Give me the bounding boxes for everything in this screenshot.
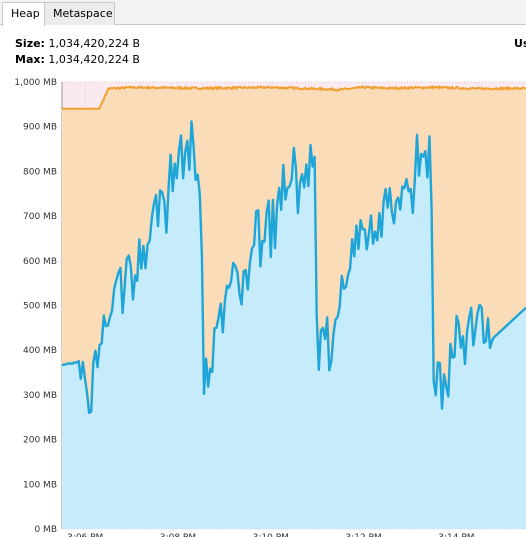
x-tick-label: 3:08 PM xyxy=(160,533,196,537)
y-tick-label: 700 MB xyxy=(23,212,57,222)
y-tick-label: 800 MB xyxy=(23,167,57,177)
tab-heap[interactable]: Heap xyxy=(2,2,45,26)
x-tick-label: 3:14 PM xyxy=(438,533,474,537)
used-series-line xyxy=(61,120,526,414)
used-area xyxy=(62,121,526,529)
x-tick-label: 3:06 PM xyxy=(67,533,103,537)
max-info: Max: 1,034,420,224 B xyxy=(15,53,140,66)
used-label: Us xyxy=(514,37,526,50)
size-series-line xyxy=(62,84,526,110)
y-tick-label: 100 MB xyxy=(23,480,57,490)
max-label: Max: xyxy=(15,53,45,66)
size-value: 1,034,420,224 B xyxy=(48,37,140,50)
y-tick-label: 600 MB xyxy=(23,257,57,267)
y-tick-label: 1,000 MB xyxy=(14,78,57,88)
max-value: 1,034,420,224 B xyxy=(48,53,140,66)
x-axis: 3:06 PM 3:08 PM 3:10 PM 3:12 PM 3:14 PM xyxy=(67,533,474,537)
x-tick-label: 3:10 PM xyxy=(253,533,289,537)
y-tick-label: 400 MB xyxy=(23,346,57,356)
y-tick-label: 300 MB xyxy=(23,391,57,401)
y-tick-label: 900 MB xyxy=(23,123,57,133)
x-tick-label: 3:12 PM xyxy=(345,533,381,537)
tab-metaspace[interactable]: Metaspace xyxy=(44,2,115,25)
tab-bar: Heap Metaspace xyxy=(0,0,526,26)
size-label: Size: xyxy=(15,37,45,50)
size-info: Size: 1,034,420,224 B xyxy=(15,37,140,50)
heap-chart: 0 MB 100 MB 200 MB 300 MB 400 MB 500 MB 600 MB… xyxy=(14,78,526,537)
y-tick-label: 500 MB xyxy=(23,302,57,312)
y-axis: 0 MB 100 MB 200 MB 300 MB 400 MB 500 MB 600 MB… xyxy=(14,78,57,535)
y-tick-label: 200 MB xyxy=(23,436,57,446)
y-tick-label: 0 MB xyxy=(34,525,57,535)
